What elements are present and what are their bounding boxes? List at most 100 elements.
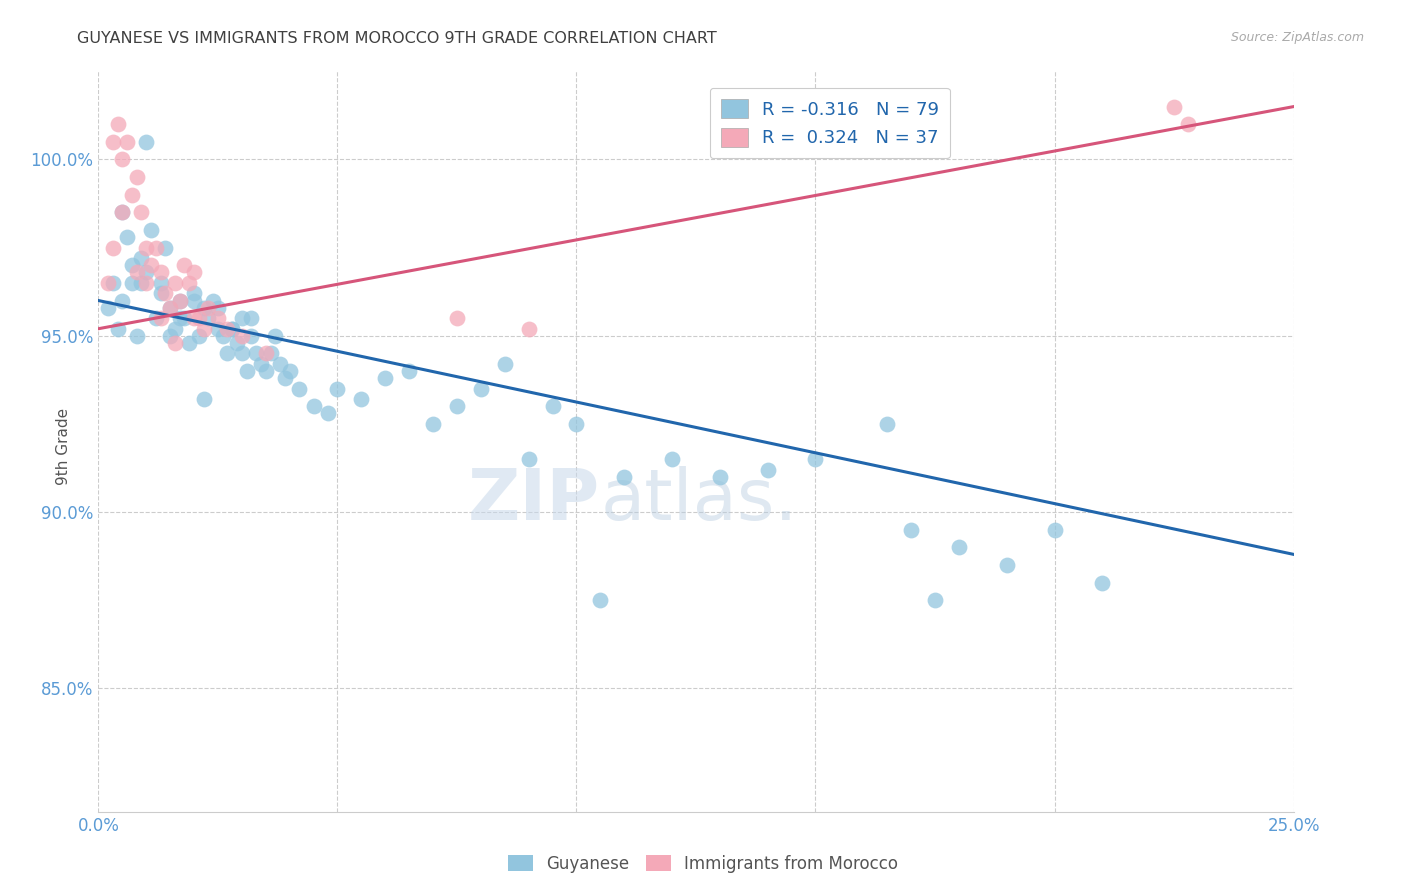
Point: [125, 328, 148, 343]
Legend: Guyanese, Immigrants from Morocco: Guyanese, Immigrants from Morocco: [501, 848, 905, 880]
Point: [240, 328, 263, 343]
Point: [226, 335, 249, 350]
Point: [139, 223, 162, 237]
Point: [374, 371, 396, 385]
Point: [159, 301, 181, 315]
Point: [302, 399, 325, 413]
Point: [235, 364, 257, 378]
Point: [121, 258, 143, 272]
Point: [517, 322, 540, 336]
Point: [111, 293, 134, 308]
Point: [589, 593, 612, 607]
Point: [155, 241, 177, 255]
Text: atlas.: atlas.: [600, 467, 797, 535]
Point: [221, 322, 243, 336]
Point: [231, 328, 253, 343]
Point: [183, 311, 205, 326]
Point: [135, 265, 157, 279]
Point: [149, 286, 172, 301]
Point: [173, 311, 195, 326]
Point: [661, 452, 683, 467]
Point: [900, 523, 922, 537]
Point: [494, 357, 516, 371]
Point: [207, 301, 229, 315]
Point: [1043, 523, 1066, 537]
Point: [446, 311, 468, 326]
Point: [948, 541, 970, 555]
Point: [173, 258, 195, 272]
Point: [221, 322, 243, 336]
Point: [1163, 100, 1185, 114]
Point: [211, 328, 233, 343]
Point: [145, 311, 167, 326]
Point: [131, 205, 153, 219]
Point: [264, 328, 287, 343]
Point: [517, 452, 540, 467]
Point: [924, 593, 946, 607]
Point: [446, 399, 468, 413]
Point: [274, 371, 297, 385]
Point: [115, 135, 138, 149]
Point: [398, 364, 420, 378]
Point: [187, 311, 209, 326]
Point: [995, 558, 1018, 572]
Point: [1177, 117, 1199, 131]
Point: [135, 241, 157, 255]
Point: [197, 311, 219, 326]
Point: [135, 276, 157, 290]
Point: [541, 399, 564, 413]
Point: [245, 346, 267, 360]
Point: [350, 392, 373, 407]
Point: [709, 470, 731, 484]
Point: [179, 276, 201, 290]
Point: [101, 276, 124, 290]
Point: [125, 265, 148, 279]
Point: [254, 346, 277, 360]
Point: [125, 170, 148, 185]
Point: [278, 364, 301, 378]
Point: [101, 135, 124, 149]
Point: [259, 346, 281, 360]
Point: [155, 286, 177, 301]
Point: [149, 276, 172, 290]
Point: [231, 346, 253, 360]
Point: [207, 311, 229, 326]
Point: [876, 417, 898, 431]
Point: [169, 293, 191, 308]
Point: [326, 382, 349, 396]
Point: [163, 322, 186, 336]
Point: [254, 364, 277, 378]
Point: [804, 452, 827, 467]
Point: [217, 346, 239, 360]
Point: [193, 322, 215, 336]
Text: 9th Grade: 9th Grade: [56, 408, 70, 484]
Point: [115, 230, 138, 244]
Point: [183, 265, 205, 279]
Point: [121, 276, 143, 290]
Point: [207, 322, 229, 336]
Point: [288, 382, 311, 396]
Point: [169, 293, 191, 308]
Point: [422, 417, 444, 431]
Point: [179, 335, 201, 350]
Point: [163, 335, 186, 350]
Point: [193, 301, 215, 315]
Point: [111, 205, 134, 219]
Point: [145, 241, 167, 255]
Point: [231, 311, 253, 326]
Point: [217, 322, 239, 336]
Point: [131, 251, 153, 265]
Point: [183, 293, 205, 308]
Point: [131, 276, 153, 290]
Point: [1091, 575, 1114, 590]
Point: [149, 265, 172, 279]
Point: [193, 392, 215, 407]
Text: ZIP: ZIP: [468, 467, 600, 535]
Point: [101, 241, 124, 255]
Point: [97, 301, 120, 315]
Point: [111, 205, 134, 219]
Point: [159, 301, 181, 315]
Point: [240, 311, 263, 326]
Point: [187, 328, 209, 343]
Point: [470, 382, 492, 396]
